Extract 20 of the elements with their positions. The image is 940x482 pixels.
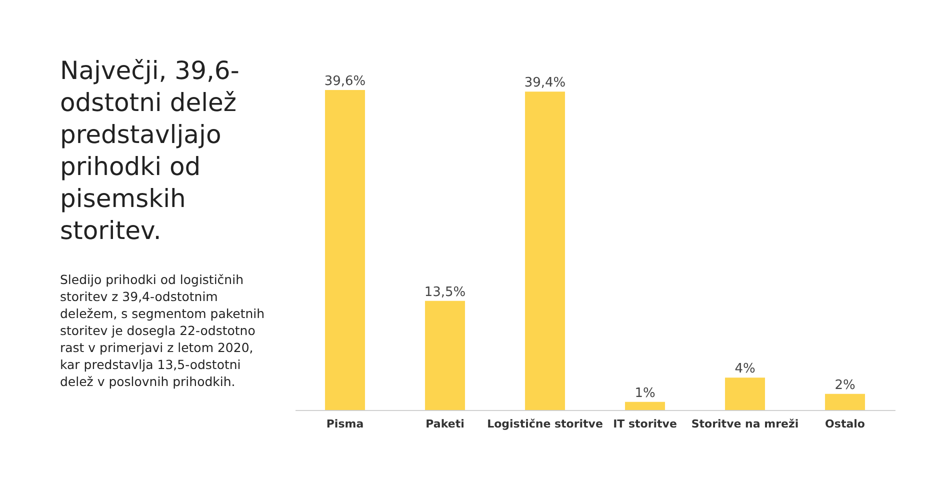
data-label: 1% [634, 386, 656, 401]
x-tick-label: Paketi [426, 418, 464, 430]
x-tick-label: Storitve na mreži [691, 418, 799, 430]
x-tick-label: Ostalo [825, 418, 866, 430]
data-label: 2% [834, 378, 856, 393]
data-label: 13,5% [424, 284, 466, 300]
data-label: 39,4% [524, 76, 566, 91]
bar [725, 378, 765, 410]
x-tick-label: IT storitve [613, 418, 677, 430]
bar [425, 300, 465, 410]
bar [825, 394, 865, 410]
bar [525, 92, 565, 410]
data-label: 39,6% [324, 74, 366, 89]
x-tick-label: Logistične storitve [487, 418, 603, 430]
text: Največji, 39,6-odstotni delež predstavljajo prihodki od pisemskih storitev. [60, 55, 240, 247]
x-tick-label: Pisma [326, 418, 364, 430]
text: Sledijo prihodki od logističnih storitev z 39,4-odstotnim deležem, s segmentom paketnih storitev je dosegla 22-odstotno rast v primerjavi z letom 2020, kar predstavlja 13,5-odstotni delež v poslovnih prihodkih. [60, 271, 266, 390]
bar [625, 402, 665, 410]
bar [325, 90, 365, 410]
data-label: 4% [734, 362, 756, 377]
